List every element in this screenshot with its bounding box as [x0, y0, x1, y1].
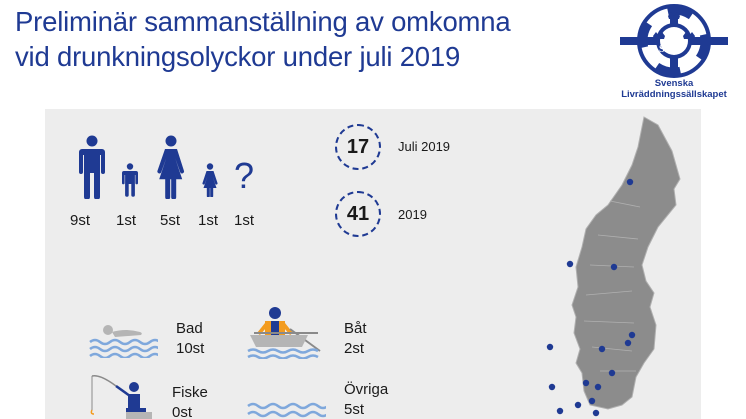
category-bath: Bad 10st	[176, 319, 204, 359]
category-fishing: Fiske 0st	[172, 383, 208, 419]
category-other-name: Övriga	[344, 381, 389, 398]
total-july-label: Juli 2019	[398, 139, 451, 154]
title-line-1: Preliminär sammanställning av omkomna	[15, 6, 511, 37]
category-other: Övriga 5st	[344, 380, 388, 419]
category-fishing-count: 0st	[172, 404, 193, 419]
woman-icon	[157, 135, 185, 199]
total-year-label: 2019	[398, 207, 427, 222]
waves-icon	[247, 402, 326, 418]
category-boat-count: 2st	[344, 340, 365, 357]
page-title: Preliminär sammanställning av omkomna vi…	[15, 4, 595, 74]
count-unknown: 1st	[234, 212, 255, 229]
category-bath-name: Bad	[176, 320, 203, 337]
logo-text: Svenska Livräddningssällskapet	[606, 78, 742, 100]
total-july-value: 17	[346, 135, 370, 158]
total-year-circle: 41	[335, 191, 381, 237]
count-boys: 1st	[116, 212, 137, 229]
count-women: 5st	[160, 212, 181, 229]
total-july-circle: 17	[335, 124, 381, 170]
count-men: 9st	[70, 212, 91, 229]
question-icon: ?	[234, 155, 255, 196]
lifebuoy-emblem-icon: SLS	[620, 4, 728, 78]
man-icon	[79, 135, 105, 199]
category-boat-name: Båt	[344, 320, 367, 337]
logo-line-1: Svenska	[654, 78, 694, 89]
category-fishing-name: Fiske	[172, 384, 208, 401]
count-girls: 1st	[198, 212, 219, 229]
emblem-letter-s1: SLS	[659, 44, 677, 55]
boat-icon	[247, 307, 321, 359]
girl-icon	[202, 163, 218, 197]
logo: SLS Svenska Livräddningssällskapet	[606, 2, 742, 108]
category-bath-count: 10st	[176, 340, 205, 357]
sweden-map-icon	[546, 116, 681, 417]
logo-line-2: Livräddningssällskapet	[621, 89, 727, 100]
category-boat: Båt 2st	[344, 319, 367, 359]
category-other-count: 5st	[344, 401, 365, 418]
total-year-value: 41	[346, 202, 370, 225]
fishing-icon	[90, 374, 152, 419]
swimmer-icon	[89, 325, 158, 358]
title-line-2: vid drunkningsolyckor under juli 2019	[15, 41, 461, 72]
boy-icon	[122, 163, 138, 197]
